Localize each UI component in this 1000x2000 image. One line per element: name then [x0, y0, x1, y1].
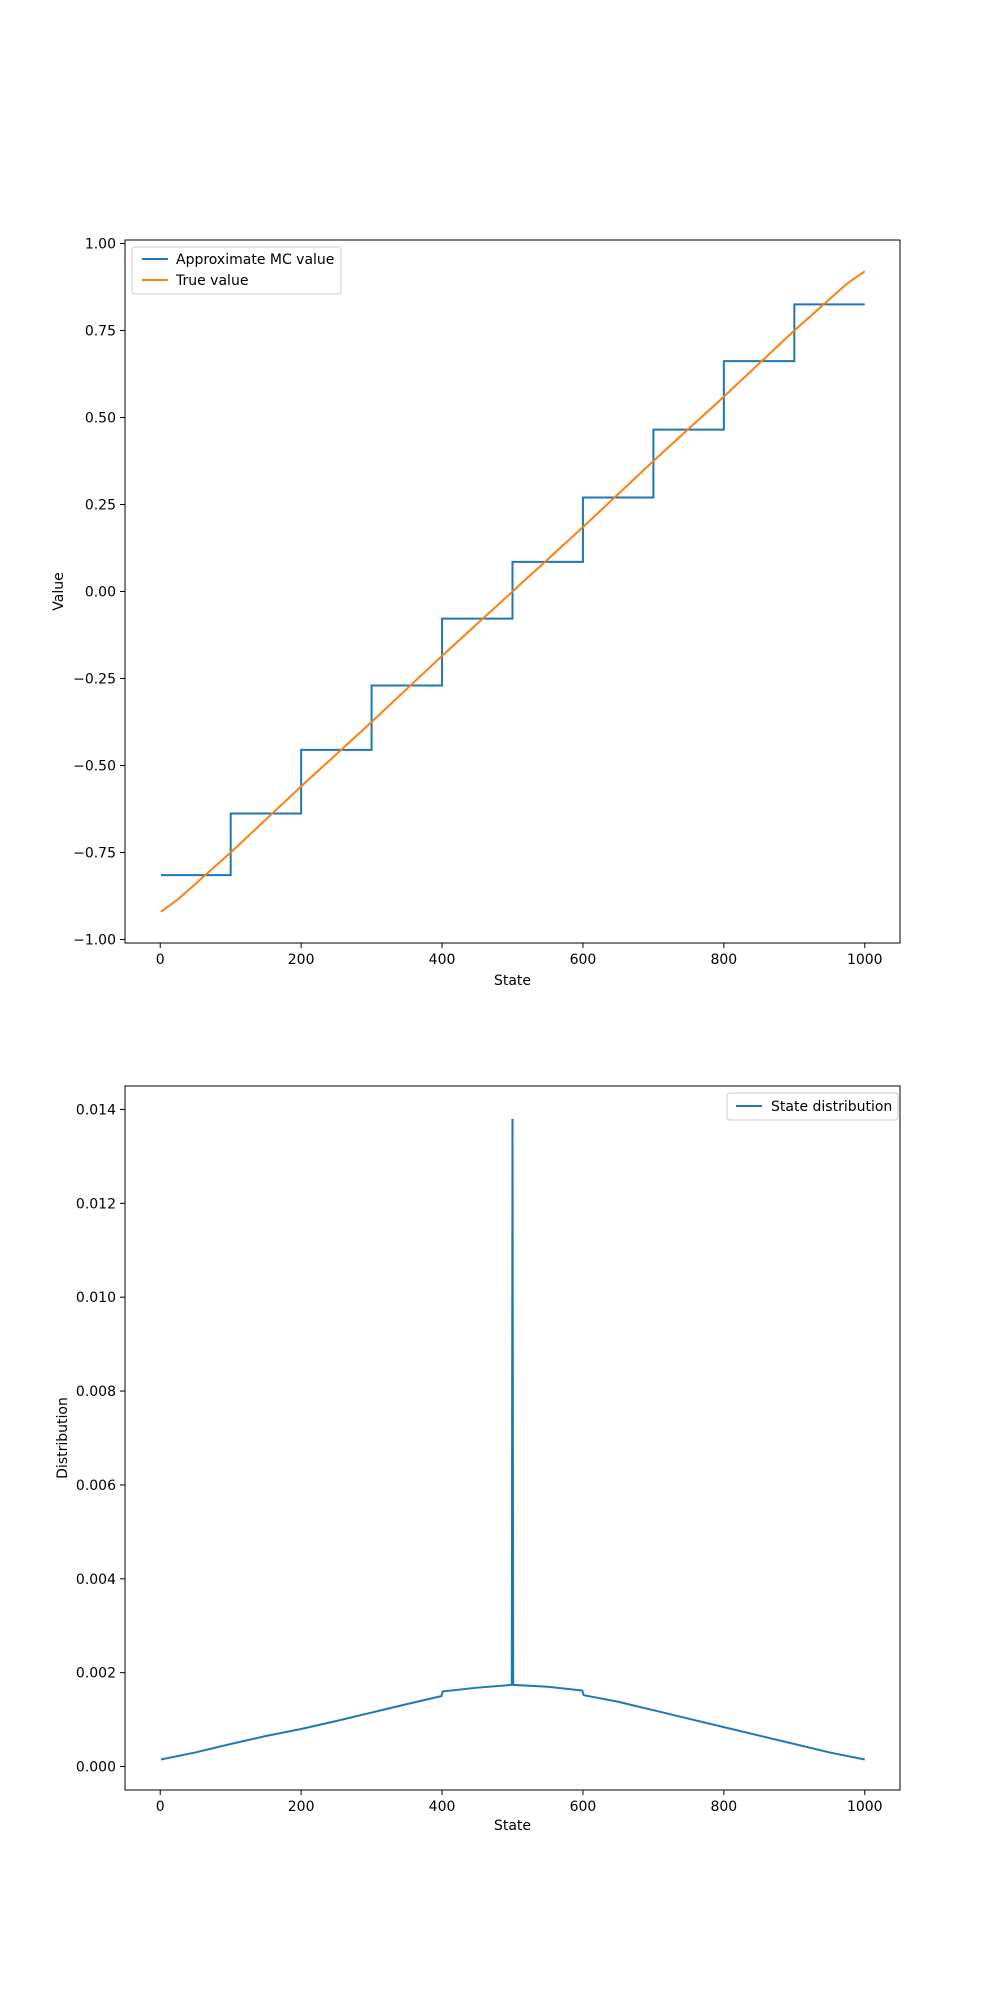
distribution-chart-xtick: 600 [570, 1790, 597, 1815]
legend-frame [726, 1092, 899, 1121]
series-line-approximate-mc-value [160, 303, 865, 877]
distribution-chart-ylabel: Distribution [55, 1397, 71, 1479]
value-chart: 0 200 400 600 800 1000 −1.00 −0.75 −0.50 −0.25 0.… [51, 236, 901, 989]
distribution-chart-ytick: 0.008 [76, 1384, 125, 1400]
distribution-chart: 0 200 400 600 800 1000 0.000 0.002 0.004 0.006 0.… [55, 1085, 901, 1834]
distribution-chart-xlabel: State [494, 1818, 531, 1834]
ytick-label: 0.010 [76, 1290, 116, 1306]
value-chart-xtick: 200 [288, 943, 315, 968]
value-chart-ytick: 0.75 [85, 323, 125, 339]
ytick-label: 0.00 [85, 585, 116, 601]
series-line-state-distribution [160, 1118, 865, 1761]
xtick-label: 1000 [847, 952, 883, 968]
value-chart-ytick: 0.00 [85, 585, 125, 601]
distribution-chart-axes-frame [124, 1085, 901, 1791]
xtick-label: 400 [429, 952, 456, 968]
value-chart-xtick: 800 [710, 943, 737, 968]
distribution-chart-ytick: 0.000 [76, 1760, 125, 1776]
ytick-label: 0.50 [85, 410, 116, 426]
legend-label-approximate-mc-value: Approximate MC value [176, 252, 334, 268]
legend-label-true-value: True value [175, 273, 248, 289]
xtick-label: 800 [710, 952, 737, 968]
xtick-label: 200 [288, 1799, 315, 1815]
value-chart-xtick: 0 [156, 943, 165, 968]
legend-label-state-distribution: State distribution [771, 1099, 892, 1115]
value-chart-ytick: −1.00 [73, 933, 125, 949]
xtick-label: 600 [570, 952, 597, 968]
ytick-label: 0.75 [85, 323, 116, 339]
ytick-label: 1.00 [85, 236, 116, 252]
xtick-label: 600 [570, 1799, 597, 1815]
distribution-chart-ytick: 0.006 [76, 1478, 125, 1494]
distribution-chart-ytick: 0.002 [76, 1666, 125, 1682]
xtick-label: 0 [156, 1799, 165, 1815]
ytick-label: 0.004 [76, 1572, 116, 1588]
ytick-label: −0.50 [73, 759, 116, 775]
value-chart-xlabel: State [494, 973, 531, 989]
value-chart-ytick: 0.25 [85, 497, 125, 513]
xtick-label: 1000 [847, 1799, 883, 1815]
distribution-chart-ytick: 0.014 [76, 1102, 125, 1118]
xtick-label: 400 [429, 1799, 456, 1815]
ytick-label: 0.014 [76, 1102, 116, 1118]
value-chart-ytick: 1.00 [85, 236, 125, 252]
distribution-chart-xtick: 800 [710, 1790, 737, 1815]
value-chart-ytick: 0.50 [85, 410, 125, 426]
value-chart-ytick: −0.75 [73, 846, 125, 862]
ytick-label: 0.000 [76, 1760, 116, 1776]
ytick-label: 0.006 [76, 1478, 116, 1494]
distribution-chart-xtick: 1000 [847, 1790, 883, 1815]
value-chart-xtick: 400 [429, 943, 456, 968]
value-series-group [160, 270, 866, 913]
xtick-label: 800 [710, 1799, 737, 1815]
value-chart-ylabel: Value [51, 572, 67, 610]
distribution-chart-xtick: 400 [429, 1790, 456, 1815]
value-chart-legend: Approximate MC value True value [131, 246, 342, 295]
distribution-chart-ytick: 0.004 [76, 1572, 125, 1588]
xtick-label: 200 [288, 952, 315, 968]
ytick-label: −0.75 [73, 846, 116, 862]
distribution-series-group [160, 1118, 865, 1761]
ytick-label: 0.25 [85, 497, 116, 513]
value-chart-xtick: 1000 [847, 943, 883, 968]
ytick-label: 0.002 [76, 1666, 116, 1682]
distribution-chart-xtick: 200 [288, 1790, 315, 1815]
distribution-chart-ytick: 0.010 [76, 1290, 125, 1306]
xtick-label: 0 [156, 952, 165, 968]
value-chart-ytick: −0.25 [73, 672, 125, 688]
value-chart-xtick: 600 [570, 943, 597, 968]
series-line-true-value [160, 270, 866, 913]
legend-frame [131, 246, 342, 295]
distribution-chart-xtick: 0 [156, 1790, 165, 1815]
ytick-label: −0.25 [73, 672, 116, 688]
distribution-chart-legend: State distribution [726, 1092, 899, 1121]
ytick-label: −1.00 [73, 933, 116, 949]
distribution-chart-ytick: 0.012 [76, 1196, 125, 1212]
ytick-label: 0.012 [76, 1196, 116, 1212]
ytick-label: 0.008 [76, 1384, 116, 1400]
value-chart-ytick: −0.50 [73, 759, 125, 775]
